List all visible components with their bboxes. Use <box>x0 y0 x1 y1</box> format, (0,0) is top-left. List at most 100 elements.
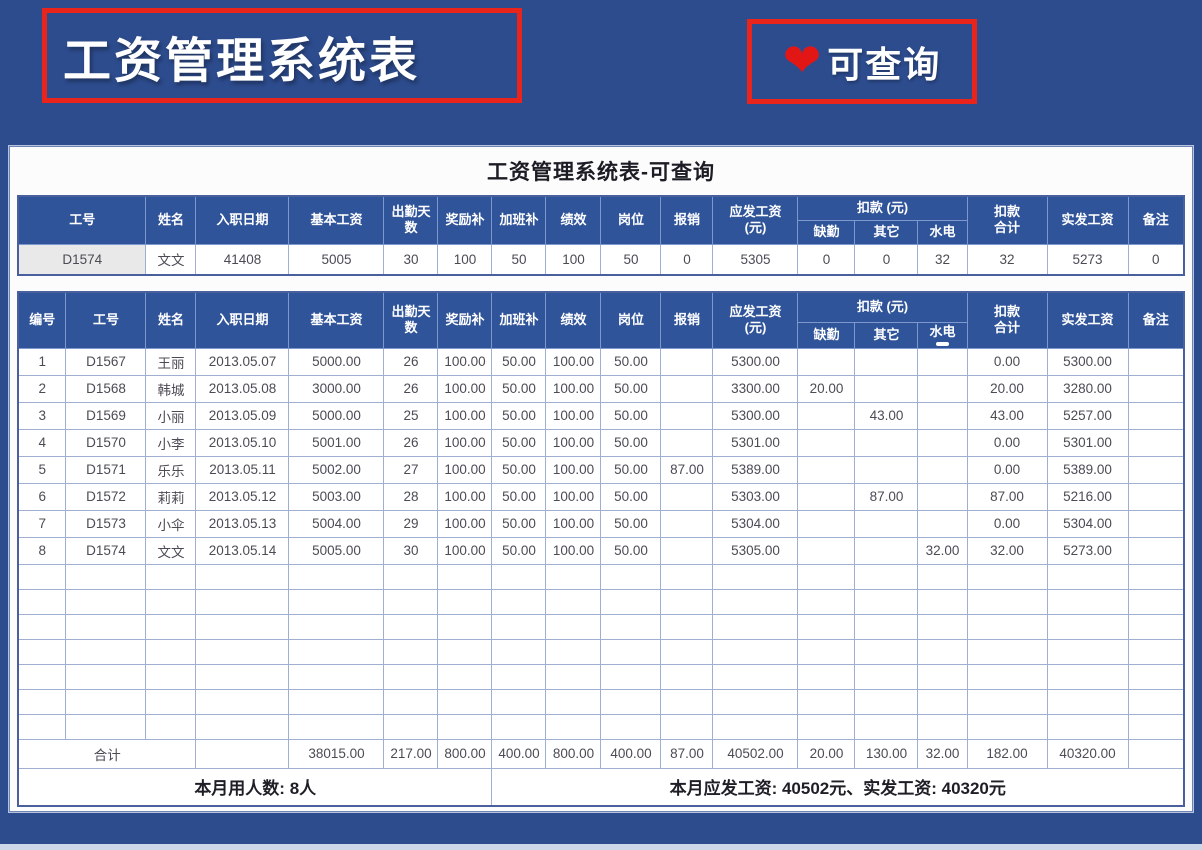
cell <box>797 713 856 740</box>
col-header-absence: 缺勤 <box>797 219 856 245</box>
cell: 100.00 <box>437 347 493 376</box>
cell: 100.00 <box>437 536 493 565</box>
cell: 50.00 <box>600 401 662 430</box>
cell <box>17 663 67 690</box>
empty-row <box>17 563 1185 590</box>
cell-selection-dash <box>936 341 949 346</box>
cell <box>1046 613 1129 640</box>
cell: 5300.00 <box>1046 347 1129 376</box>
cell: 2 <box>17 374 67 403</box>
cell: 40320.00 <box>1046 738 1129 769</box>
cell <box>854 536 919 565</box>
cell: 2013.05.10 <box>195 428 290 457</box>
empty-row <box>17 688 1185 715</box>
cell <box>854 663 919 690</box>
cell <box>797 613 856 640</box>
cell <box>1127 509 1185 538</box>
cell: 50.00 <box>491 536 547 565</box>
cell: 1 <box>17 347 67 376</box>
cell: 0 <box>660 243 714 276</box>
cell: 5003.00 <box>288 482 385 511</box>
cell <box>966 588 1048 615</box>
cell: 0.00 <box>966 455 1048 484</box>
cell <box>712 688 799 715</box>
cell <box>1046 588 1129 615</box>
cell: 5301.00 <box>712 428 799 457</box>
col-header-other: 其它 <box>854 321 919 349</box>
cell <box>797 482 856 511</box>
cell <box>195 688 290 715</box>
cell: 100.00 <box>437 455 493 484</box>
cell: 50.00 <box>491 374 547 403</box>
cell <box>917 588 968 615</box>
cell: 50.00 <box>600 455 662 484</box>
cell: 20.00 <box>966 374 1048 403</box>
cell: 100.00 <box>437 482 493 511</box>
cell <box>437 563 493 590</box>
total-label: 合计 <box>17 738 197 769</box>
cell: 100.00 <box>545 401 602 430</box>
cell <box>1127 428 1185 457</box>
cell: D1569 <box>65 401 147 430</box>
cell <box>1046 663 1129 690</box>
banner-title: 工资管理系统表 <box>63 34 421 88</box>
cell <box>1046 688 1129 715</box>
cell: 182.00 <box>966 738 1048 769</box>
cell: 2013.05.13 <box>195 509 290 538</box>
cell: 2013.05.08 <box>195 374 290 403</box>
cell <box>1127 401 1185 430</box>
cell <box>17 563 67 590</box>
cell: 50.00 <box>600 509 662 538</box>
col-header-position: 岗位 <box>600 291 662 349</box>
cell <box>288 588 385 615</box>
cell <box>1127 713 1185 740</box>
cell <box>491 563 547 590</box>
cell: D1572 <box>65 482 147 511</box>
cell: 100.00 <box>437 428 493 457</box>
col-header-net-pay: 实发工资 <box>1046 195 1129 245</box>
cell: D1568 <box>65 374 147 403</box>
summary-row: 本月用人数: 8人 本月应发工资: 40502元、实发工资: 40320元 <box>17 767 1185 807</box>
cell <box>966 563 1048 590</box>
cell: 5301.00 <box>1046 428 1129 457</box>
col-header-note: 备注 <box>1127 195 1185 245</box>
cell: 100.00 <box>437 509 493 538</box>
cell: 2013.05.12 <box>195 482 290 511</box>
cell <box>65 638 147 665</box>
cell: 100.00 <box>545 347 602 376</box>
cell <box>1127 613 1185 640</box>
col-header-note: 备注 <box>1127 291 1185 349</box>
cell: 50.00 <box>491 428 547 457</box>
empty-row <box>17 588 1185 615</box>
col-header-overtime-allowance: 加班补 <box>491 195 547 245</box>
cell <box>437 588 493 615</box>
cell <box>600 663 662 690</box>
cell <box>288 713 385 740</box>
cell <box>383 663 439 690</box>
col-header-utilities: 水电 <box>917 321 968 349</box>
cell <box>712 588 799 615</box>
cell <box>195 738 290 769</box>
cell: 5 <box>17 455 67 484</box>
cell: 400.00 <box>600 738 662 769</box>
cell <box>195 638 290 665</box>
table-row: 4 D1570 小李 2013.05.10 5001.00 26 100.00 50.00 10… <box>17 428 1185 457</box>
bottom-edge-strip <box>0 844 1202 850</box>
col-header-gross-pay: 应发工资 (元) <box>712 291 799 349</box>
cell <box>917 428 968 457</box>
cell <box>1127 738 1185 769</box>
cell: 50.00 <box>600 482 662 511</box>
cell <box>65 563 147 590</box>
cell <box>854 713 919 740</box>
cell <box>660 347 714 376</box>
cell: 5005.00 <box>288 536 385 565</box>
cell <box>545 688 602 715</box>
cell: 100.00 <box>545 536 602 565</box>
cell <box>545 613 602 640</box>
cell: 5257.00 <box>1046 401 1129 430</box>
cell <box>491 663 547 690</box>
query-emp-id-input[interactable]: D1574 <box>17 243 147 276</box>
cell <box>545 588 602 615</box>
col-header-absence: 缺勤 <box>797 321 856 349</box>
col-header-deduction-total: 扣款 合计 <box>966 291 1048 349</box>
